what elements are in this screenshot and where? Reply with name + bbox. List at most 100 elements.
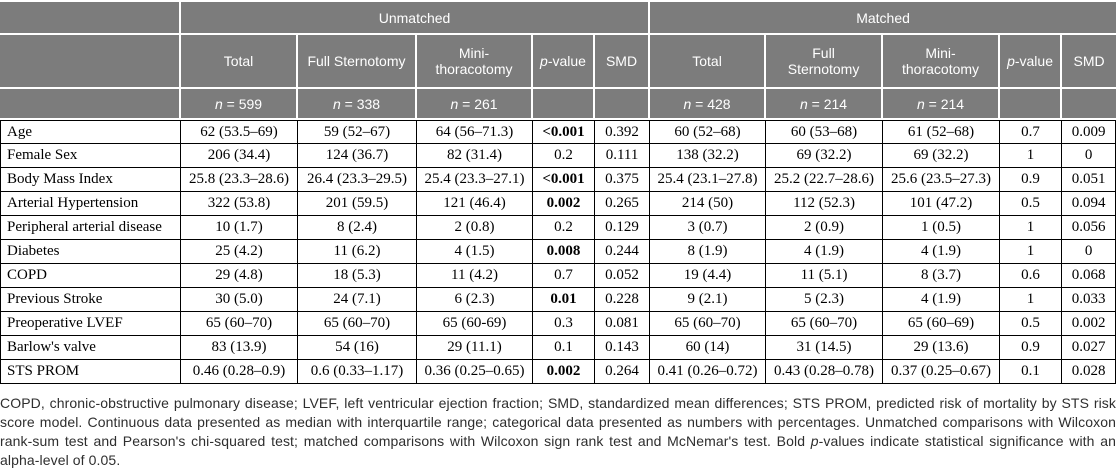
n-matched-full: n = 214 (766, 89, 884, 120)
value-cell: 65 (60–69) (883, 312, 1001, 336)
row-label-cell: Previous Stroke (0, 288, 181, 312)
value-cell: 69 (32.2) (766, 144, 884, 168)
table-footnote: COPD, chronic-obstructive pulmonary dise… (0, 394, 1116, 470)
empty-cell (1000, 89, 1063, 120)
value-cell: 8 (1.9) (650, 240, 767, 264)
value-cell: 4 (1.5) (417, 240, 533, 264)
p-value-cell: 0.2 (533, 216, 595, 240)
smd-cell: 0.244 (595, 240, 651, 264)
value-cell: 4 (1.9) (766, 240, 884, 264)
row-label-cell: Diabetes (0, 240, 181, 264)
value-cell: 0.37 (0.25–0.67) (883, 360, 1001, 384)
p-value-cell: <0.001 (533, 168, 595, 192)
value-cell: 8 (2.4) (298, 216, 417, 240)
value-cell: 214 (50) (650, 192, 767, 216)
value-cell: 60 (14) (650, 336, 767, 360)
value-cell: 60 (53–68) (766, 120, 884, 144)
n-italic: n (214, 95, 223, 112)
value-cell: 65 (60–70) (298, 312, 417, 336)
col-header-matched-total: Total (650, 35, 767, 89)
value-cell: 5 (2.3) (766, 288, 884, 312)
smd-cell: 0.081 (595, 312, 651, 336)
p-value-cell: <0.001 (533, 120, 595, 144)
value-cell: 64 (56–71.3) (417, 120, 533, 144)
value-cell: 6 (2.3) (417, 288, 533, 312)
p-value-cell: 0.9 (1000, 336, 1063, 360)
table-row-copd: COPD 29 (4.8) 18 (5.3) 11 (4.2) 0.7 0.05… (0, 264, 1116, 288)
row-label-cell: COPD (0, 264, 181, 288)
value-cell: 3 (0.7) (650, 216, 767, 240)
table-row-female-sex: Female Sex 206 (34.4) 124 (36.7) 82 (31.… (0, 144, 1116, 168)
empty-cell (1062, 89, 1116, 120)
smd-cell: 0.009 (1062, 120, 1116, 144)
smd-cell: 0.228 (595, 288, 651, 312)
table-row-preoperative-lvef: Preoperative LVEF 65 (60–70) 65 (60–70) … (0, 312, 1116, 336)
p-value-cell: 0.008 (533, 240, 595, 264)
sample-size-row: n = 599 n = 338 n = 261 n = 428 n = 214 … (0, 89, 1116, 120)
value-cell: 0.36 (0.25–0.65) (417, 360, 533, 384)
row-label-cell: Barlow's valve (0, 336, 181, 360)
col-header-matched-mini-thoracotomy: Mini- thoracotomy (883, 35, 1001, 89)
row-label-cell: Peripheral arterial disease (0, 216, 181, 240)
p-value-cell: 0.3 (533, 312, 595, 336)
value-cell: 62 (53.5–69) (181, 120, 298, 144)
smd-cell: 0.052 (595, 264, 651, 288)
value-cell: 4 (1.9) (883, 240, 1001, 264)
value-cell: 0.41 (0.26–0.72) (650, 360, 767, 384)
value-cell: 59 (52–67) (298, 120, 417, 144)
value-cell: 65 (60-69) (417, 312, 533, 336)
value-cell: 9 (2.1) (650, 288, 767, 312)
smd-cell: 0.056 (1062, 216, 1116, 240)
value-cell: 10 (1.7) (181, 216, 298, 240)
value-cell: 65 (60–70) (650, 312, 767, 336)
p-value-cell: 1 (1000, 144, 1063, 168)
value-cell: 0.6 (0.33–1.17) (298, 360, 417, 384)
value-cell: 31 (14.5) (766, 336, 884, 360)
row-label-cell: Body Mass Index (0, 168, 181, 192)
table-row-diabetes: Diabetes 25 (4.2) 11 (6.2) 4 (1.5) 0.008… (0, 240, 1116, 264)
value-cell: 60 (52–68) (650, 120, 767, 144)
col-header-unmatched-full-sternotomy: Full Sternotomy (298, 35, 417, 89)
value-cell: 124 (36.7) (298, 144, 417, 168)
p-value-cell: 0.7 (533, 264, 595, 288)
value-cell: 11 (5.1) (766, 264, 884, 288)
smd-cell: 0.265 (595, 192, 651, 216)
value-cell: 2 (0.9) (766, 216, 884, 240)
col-header-matched-p-value: p-value (1000, 35, 1063, 89)
p-value-cell: 0.002 (533, 360, 595, 384)
row-label-cell: Age (0, 120, 181, 144)
value-cell: 19 (4.4) (650, 264, 767, 288)
value-cell: 322 (53.8) (181, 192, 298, 216)
table-row-sts-prom: STS PROM 0.46 (0.28–0.9) 0.6 (0.33–1.17)… (0, 360, 1116, 384)
smd-cell: 0.111 (595, 144, 651, 168)
footnote-text: -values indicate statistical significanc… (0, 433, 1116, 468)
value-cell: 112 (52.3) (766, 192, 884, 216)
p-value-cell: 0.7 (1000, 120, 1063, 144)
corner-cell (0, 89, 181, 120)
p-value-cell: 0.1 (533, 336, 595, 360)
value-cell: 82 (31.4) (417, 144, 533, 168)
empty-cell (595, 89, 651, 120)
p-value-cell: 0.6 (1000, 264, 1063, 288)
smd-cell: 0.033 (1062, 288, 1116, 312)
value-cell: 25 (4.2) (181, 240, 298, 264)
col-header-unmatched-mini-thoracotomy: Mini- thoracotomy (417, 35, 533, 89)
value-cell: 0.46 (0.28–0.9) (181, 360, 298, 384)
p-value-cell: 1 (1000, 288, 1063, 312)
n-matched-total: n = 428 (650, 89, 767, 120)
n-italic: n (683, 95, 692, 112)
col-header-matched-smd: SMD (1062, 35, 1116, 89)
value-cell: 69 (32.2) (883, 144, 1001, 168)
value-cell: 65 (60–70) (766, 312, 884, 336)
value-cell: 29 (13.6) (883, 336, 1001, 360)
baseline-characteristics-table: Unmatched Matched Total Full Sternotomy … (0, 2, 1116, 384)
n-unmatched-total: n = 599 (181, 89, 298, 120)
value-cell: 206 (34.4) (181, 144, 298, 168)
smd-cell: 0.392 (595, 120, 651, 144)
corner-cell (0, 2, 181, 35)
p-value-cell: 0.2 (533, 144, 595, 168)
value-cell: 8 (3.7) (883, 264, 1001, 288)
smd-cell: 0.375 (595, 168, 651, 192)
table-row-barlows-valve: Barlow's valve 83 (13.9) 54 (16) 29 (11.… (0, 336, 1116, 360)
value-cell: 65 (60–70) (181, 312, 298, 336)
